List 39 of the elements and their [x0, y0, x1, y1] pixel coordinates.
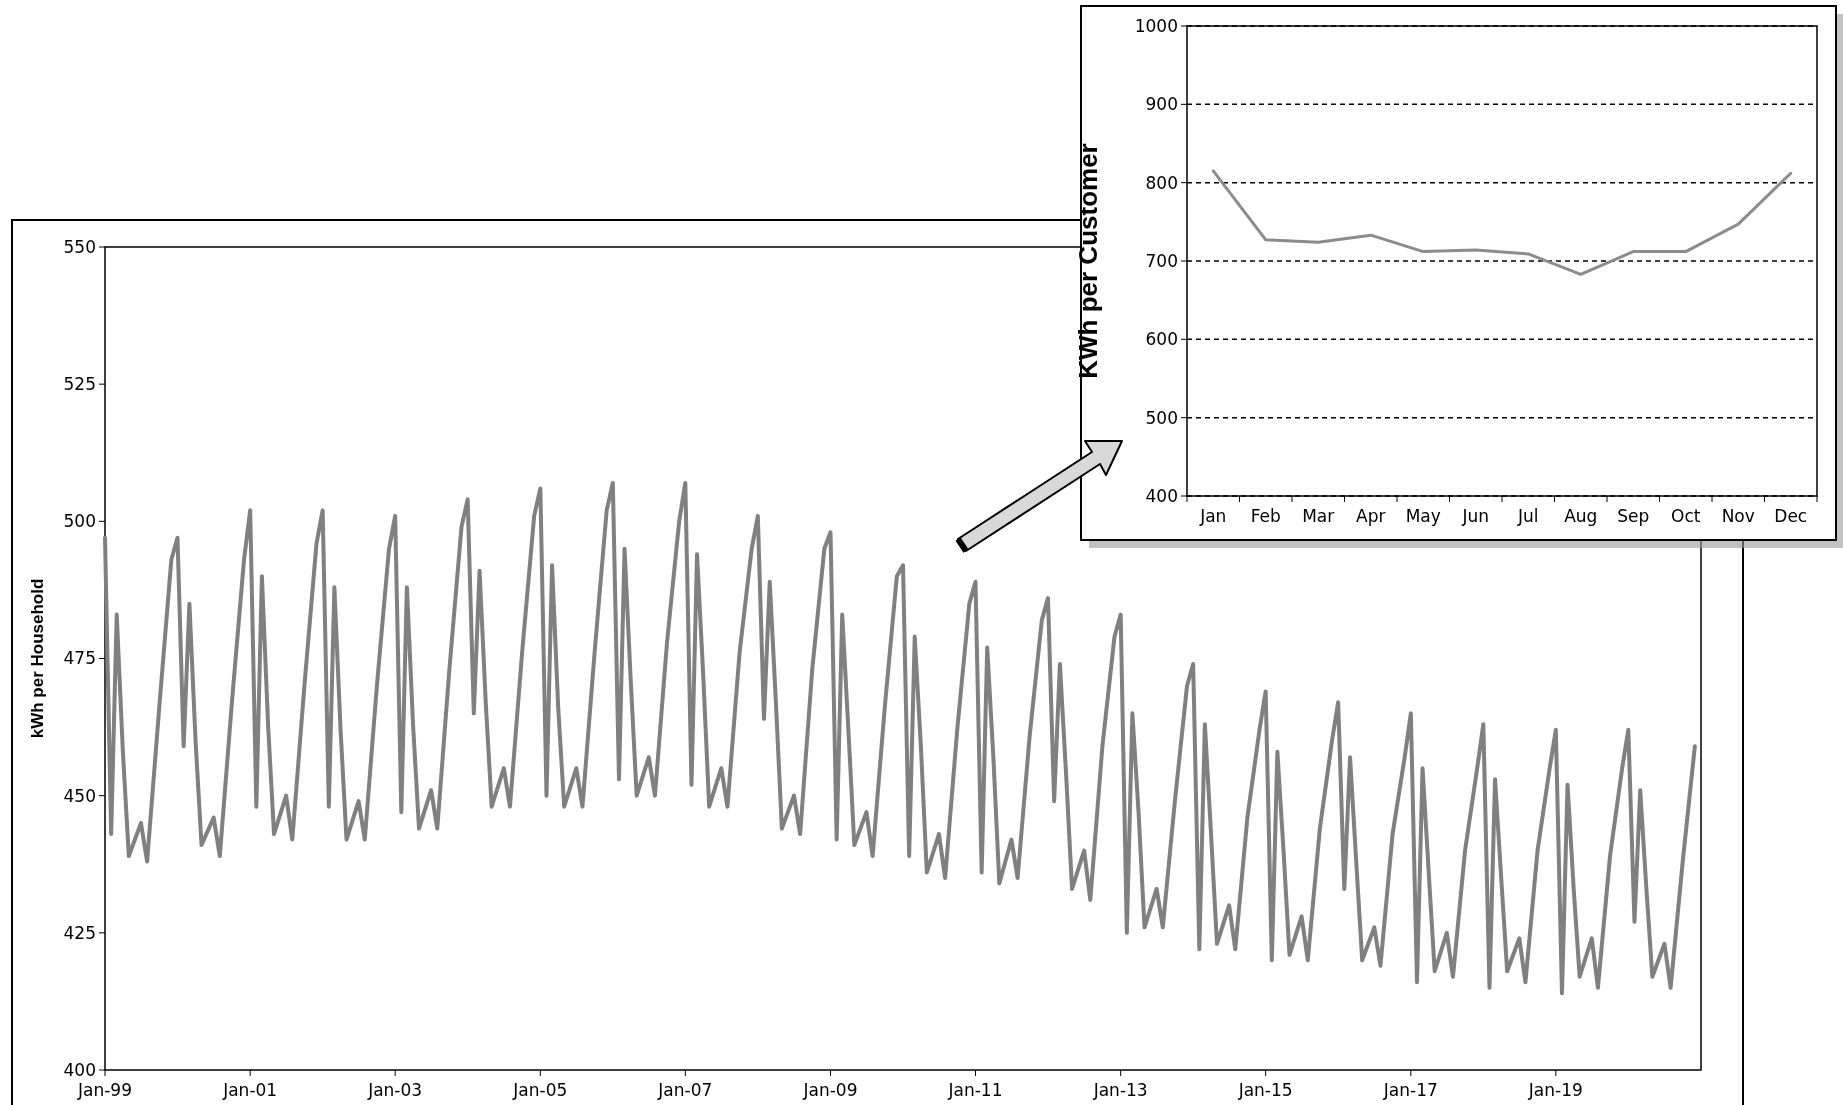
x-tick-label: Jun — [1461, 506, 1490, 526]
y-tick-label: 600 — [1145, 329, 1178, 350]
y-tick-label: 500 — [63, 511, 96, 532]
x-tick-label: Jul — [1516, 506, 1539, 526]
x-tick-label: Jan-05 — [512, 1080, 568, 1100]
y-tick-label: 550 — [63, 236, 96, 257]
y-tick-label: 800 — [1145, 172, 1178, 193]
y-tick-label: 450 — [63, 785, 96, 806]
y-tick-label: 475 — [63, 648, 96, 669]
x-tick-label: Nov — [1721, 506, 1755, 526]
x-tick-label: Mar — [1302, 506, 1335, 526]
y-tick-label: 900 — [1145, 94, 1178, 115]
x-tick-label: Jan-15 — [1237, 1080, 1293, 1100]
y-tick-label: 1000 — [1134, 15, 1178, 36]
x-tick-label: Jan-07 — [657, 1080, 713, 1100]
y-axis-title: kWh per Household — [28, 578, 47, 739]
x-tick-label: Jan-09 — [802, 1080, 858, 1100]
line-series — [1211, 169, 1793, 276]
y-tick-label: 700 — [1145, 250, 1178, 271]
x-tick-label: Oct — [1671, 506, 1701, 526]
x-tick-label: Feb — [1250, 506, 1281, 526]
x-tick-label: May — [1405, 506, 1441, 526]
x-tick-label: Jan-03 — [367, 1080, 423, 1100]
y-tick-label: 525 — [63, 374, 96, 395]
x-tick-label: Jan-13 — [1092, 1080, 1148, 1100]
y-tick-label: 400 — [1145, 485, 1178, 506]
x-tick-label: Jan — [1199, 506, 1227, 526]
y-tick-label: 500 — [1145, 407, 1178, 428]
x-tick-label: Sep — [1617, 506, 1650, 526]
x-tick-label: Jan-19 — [1527, 1080, 1583, 1100]
x-tick-label: Dec — [1774, 506, 1808, 526]
x-tick-label: Jan-99 — [77, 1080, 132, 1100]
x-tick-label: Aug — [1564, 506, 1598, 526]
x-tick-label: Apr — [1356, 506, 1386, 526]
x-tick-label: Jan-01 — [222, 1080, 278, 1100]
y-tick-label: 425 — [63, 922, 96, 943]
x-tick-label: Jan-11 — [947, 1080, 1003, 1100]
x-tick-label: Jan-17 — [1382, 1080, 1438, 1100]
y-tick-label: 400 — [63, 1059, 96, 1080]
